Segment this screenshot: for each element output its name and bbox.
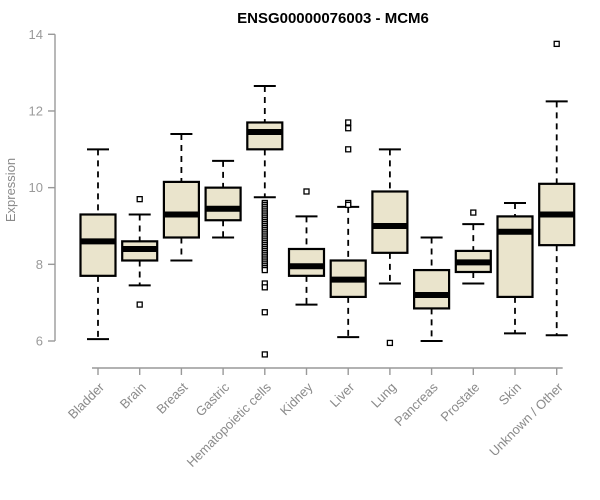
x-category-label: Lung <box>368 380 399 411</box>
boxplot-skin <box>496 201 534 335</box>
boxplot-hematopoietic-cells <box>246 85 284 358</box>
boxplot-lung <box>371 148 409 347</box>
y-tick-label: 12 <box>29 103 43 118</box>
iqr-box <box>413 268 451 310</box>
outlier-point <box>136 301 143 308</box>
boxplot-pancreas <box>413 236 451 342</box>
x-category-label: Kidney <box>277 379 316 418</box>
outlier-point <box>261 266 268 274</box>
x-category-label: Brain <box>117 380 149 412</box>
x-category-label: Liver <box>327 379 358 410</box>
boxplot-unknown-other <box>538 40 576 337</box>
x-category-label: Gastric <box>193 379 233 419</box>
y-tick-label: 8 <box>36 257 43 272</box>
boxplot-prostate <box>454 209 492 285</box>
iqr-box <box>246 121 284 151</box>
outlier-point <box>303 188 310 195</box>
x-category-label: Breast <box>153 379 190 416</box>
outlier-point <box>553 40 560 48</box>
outlier-point <box>386 339 394 347</box>
x-category-label: Pancreas <box>391 379 441 429</box>
iqr-box <box>287 247 326 277</box>
x-category-label: Skin <box>496 380 524 408</box>
y-tick-label: 6 <box>36 334 43 349</box>
plot-area <box>79 40 576 358</box>
outlier-point <box>136 196 143 203</box>
outlier-point <box>261 351 268 358</box>
y-tick-label: 10 <box>29 180 43 195</box>
boxplot-gastric <box>204 159 242 239</box>
y-tick-label: 14 <box>29 27 43 42</box>
boxplot-liver <box>329 119 367 339</box>
x-category-label: Unknown / Other <box>486 379 566 459</box>
iqr-box <box>371 190 409 254</box>
x-category-label: Bladder <box>65 379 108 422</box>
outlier-point <box>345 119 352 126</box>
outlier-point <box>345 201 352 209</box>
outlier-point <box>470 209 477 216</box>
boxplot-kidney <box>287 188 326 306</box>
boxplot-breast <box>162 132 200 262</box>
chart-title: ENSG00000076003 - MCM6 <box>237 10 429 27</box>
x-category-label: Prostate <box>438 380 483 425</box>
outlier-point <box>261 309 268 316</box>
boxplot-bladder <box>79 148 117 341</box>
outlier-point <box>345 125 352 132</box>
iqr-box <box>204 186 242 222</box>
y-axis-label: Expression <box>3 158 18 222</box>
iqr-box <box>79 213 117 277</box>
iqr-box <box>162 180 200 239</box>
boxplot-brain <box>121 196 159 308</box>
outlier-point <box>345 146 352 153</box>
iqr-box <box>496 215 534 299</box>
outlier-point <box>261 284 268 291</box>
